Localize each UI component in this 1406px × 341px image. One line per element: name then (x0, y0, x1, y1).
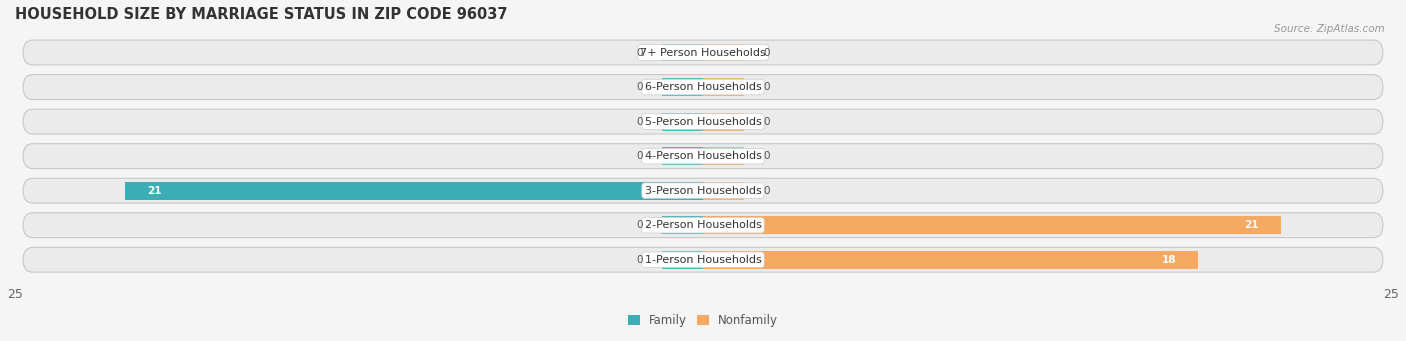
Text: 0: 0 (763, 186, 770, 196)
Text: 0: 0 (636, 47, 643, 58)
FancyBboxPatch shape (22, 75, 1384, 100)
Bar (662, 113, 703, 131)
Bar (662, 78, 703, 96)
Text: 0: 0 (763, 82, 770, 92)
FancyBboxPatch shape (22, 40, 1384, 65)
Text: 0: 0 (763, 151, 770, 161)
Bar (125, 182, 703, 199)
Text: 4-Person Households: 4-Person Households (644, 151, 762, 161)
Text: HOUSEHOLD SIZE BY MARRIAGE STATUS IN ZIP CODE 96037: HOUSEHOLD SIZE BY MARRIAGE STATUS IN ZIP… (15, 7, 508, 22)
Text: 0: 0 (763, 117, 770, 127)
Text: Source: ZipAtlas.com: Source: ZipAtlas.com (1274, 24, 1385, 34)
Text: 6-Person Households: 6-Person Households (644, 82, 762, 92)
Bar (662, 44, 703, 61)
Bar (703, 44, 744, 61)
FancyBboxPatch shape (22, 213, 1384, 238)
FancyBboxPatch shape (22, 144, 1384, 168)
Bar (703, 251, 1198, 269)
Text: 21: 21 (1244, 220, 1258, 230)
Bar (703, 147, 744, 165)
Text: 18: 18 (1161, 255, 1177, 265)
Text: 0: 0 (636, 220, 643, 230)
Text: 2-Person Households: 2-Person Households (644, 220, 762, 230)
Bar (703, 182, 744, 199)
Text: 7+ Person Households: 7+ Person Households (640, 47, 766, 58)
Text: 3-Person Households: 3-Person Households (644, 186, 762, 196)
Text: 5-Person Households: 5-Person Households (644, 117, 762, 127)
Text: 0: 0 (636, 82, 643, 92)
Bar (703, 216, 1281, 234)
Text: 0: 0 (636, 151, 643, 161)
Bar (662, 216, 703, 234)
Text: 0: 0 (763, 47, 770, 58)
Text: 0: 0 (636, 117, 643, 127)
FancyBboxPatch shape (22, 178, 1384, 203)
FancyBboxPatch shape (22, 109, 1384, 134)
Bar (662, 147, 703, 165)
Text: 0: 0 (636, 255, 643, 265)
Legend: Family, Nonfamily: Family, Nonfamily (623, 309, 783, 332)
Text: 1-Person Households: 1-Person Households (644, 255, 762, 265)
FancyBboxPatch shape (22, 247, 1384, 272)
Bar (703, 78, 744, 96)
Text: 21: 21 (148, 186, 162, 196)
Bar (703, 113, 744, 131)
Bar (662, 251, 703, 269)
